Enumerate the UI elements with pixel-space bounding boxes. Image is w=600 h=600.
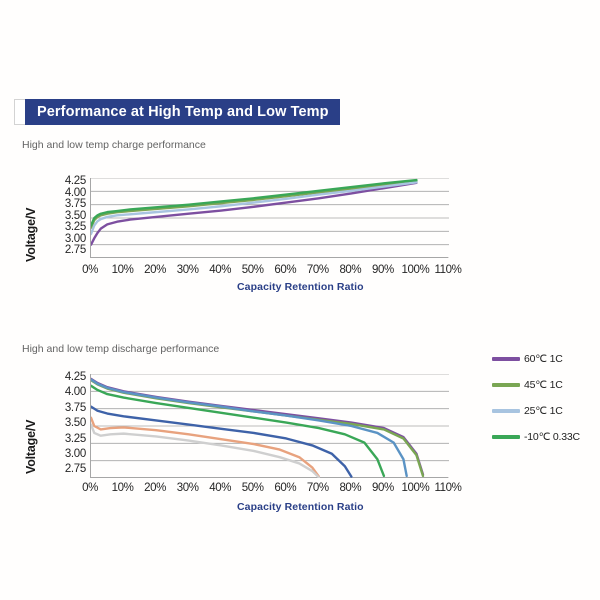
- x-tick-label: 30%: [176, 482, 199, 494]
- legend-label: -10℃ 0.33C: [524, 431, 580, 443]
- y-tick-label: 3.50: [64, 417, 86, 430]
- x-tick-label: 70%: [306, 264, 329, 276]
- y-tick-label: 4.00: [64, 186, 86, 199]
- y-tick-label: 4.00: [64, 386, 86, 399]
- x-tick-label: 20%: [144, 264, 166, 276]
- discharge-plot-area: [90, 374, 449, 478]
- legend-label: 25℃ 1C: [524, 405, 563, 417]
- y-tick-label: 3.00: [64, 448, 86, 461]
- charge-x-axis-title: Capacity Retention Ratio: [237, 281, 364, 293]
- x-tick-label: 10%: [111, 482, 134, 494]
- x-tick-label: 40%: [209, 482, 232, 494]
- discharge-x-axis-title: Capacity Retention Ratio: [237, 501, 364, 513]
- y-tick-label: 3.25: [64, 221, 86, 233]
- x-tick-label: 70%: [306, 482, 329, 494]
- charge-section-subtitle: High and low temp charge performance: [22, 139, 206, 151]
- legend-label: 45℃ 1C: [524, 379, 563, 391]
- charge-y-axis-ticks: 4.25 4.00 3.75 3.50 3.25 3.00 2.75: [44, 175, 86, 256]
- series-line: [91, 178, 418, 227]
- x-tick-label: 10%: [111, 264, 134, 276]
- plot-svg: [91, 178, 449, 258]
- x-tick-label: 40%: [209, 264, 232, 276]
- y-tick-label: 2.75: [64, 244, 86, 256]
- y-tick-label: 3.25: [64, 432, 86, 445]
- charge-plot-area: [90, 178, 449, 258]
- legend-swatch: [492, 409, 520, 413]
- legend-item[interactable]: 45℃ 1C: [492, 372, 580, 398]
- discharge-y-axis-ticks: 4.25 4.00 3.75 3.50 3.25 3.00 2.75: [44, 371, 86, 476]
- legend-item[interactable]: 25℃ 1C: [492, 398, 580, 424]
- series-line: [91, 423, 321, 478]
- y-tick-label: 3.50: [64, 209, 86, 222]
- charge-y-axis-title: Voltage/V: [24, 207, 38, 262]
- series-line: [91, 416, 321, 478]
- left-bracket-icon: [14, 99, 25, 125]
- discharge-performance-chart: Voltage/V 4.25 4.00 3.75 3.50 3.25 3.00 2.75 0…: [0, 368, 600, 518]
- charge-performance-chart: Voltage/V 4.25 4.00 3.75 3.50 3.25 3.00 2.75 0…: [0, 168, 600, 443]
- x-tick-label: 0%: [82, 264, 98, 276]
- series-line: [91, 378, 408, 478]
- discharge-section-subtitle: High and low temp discharge performance: [22, 343, 220, 355]
- x-tick-label: 110%: [434, 482, 462, 494]
- page-title: Performance at High Temp and Low Temp: [25, 99, 340, 125]
- y-tick-label: 3.75: [64, 198, 86, 210]
- y-tick-label: 3.75: [64, 401, 86, 414]
- legend-item[interactable]: -10℃ 0.33C: [492, 424, 580, 450]
- series-line: [91, 405, 353, 478]
- x-tick-label: 60%: [274, 482, 297, 494]
- discharge-y-axis-title: Voltage/V: [24, 419, 38, 474]
- y-tick-label: 4.25: [64, 371, 86, 383]
- charge-legend: 60℃ 1C 45℃ 1C 25℃ 1C -10℃ 0.33C: [492, 346, 580, 450]
- y-tick-label: 2.75: [64, 463, 86, 476]
- y-tick-label: 4.25: [64, 175, 86, 187]
- legend-swatch: [492, 357, 520, 361]
- series-line: [91, 384, 386, 478]
- page-header: Performance at High Temp and Low Temp: [14, 99, 340, 125]
- series-line: [91, 181, 418, 236]
- y-tick-label: 3.00: [64, 232, 86, 245]
- x-tick-label: 0%: [82, 482, 98, 494]
- x-tick-label: 80%: [339, 264, 362, 276]
- series-line: [91, 180, 418, 229]
- x-tick-label: 110%: [434, 264, 462, 276]
- plot-svg: [91, 374, 449, 478]
- legend-item[interactable]: 60℃ 1C: [492, 346, 580, 372]
- series-line: [91, 181, 418, 246]
- x-tick-label: 80%: [339, 482, 362, 494]
- x-tick-label: 50%: [241, 482, 264, 494]
- x-tick-label: 90%: [371, 482, 394, 494]
- legend-label: 60℃ 1C: [524, 353, 563, 365]
- x-tick-label: 100%: [401, 264, 430, 276]
- legend-swatch: [492, 383, 520, 387]
- x-tick-label: 50%: [241, 264, 264, 276]
- legend-swatch: [492, 435, 520, 439]
- x-tick-label: 30%: [176, 264, 199, 276]
- x-tick-label: 90%: [371, 264, 394, 276]
- x-tick-label: 100%: [401, 482, 430, 494]
- x-tick-label: 20%: [144, 482, 166, 494]
- x-tick-label: 60%: [274, 264, 297, 276]
